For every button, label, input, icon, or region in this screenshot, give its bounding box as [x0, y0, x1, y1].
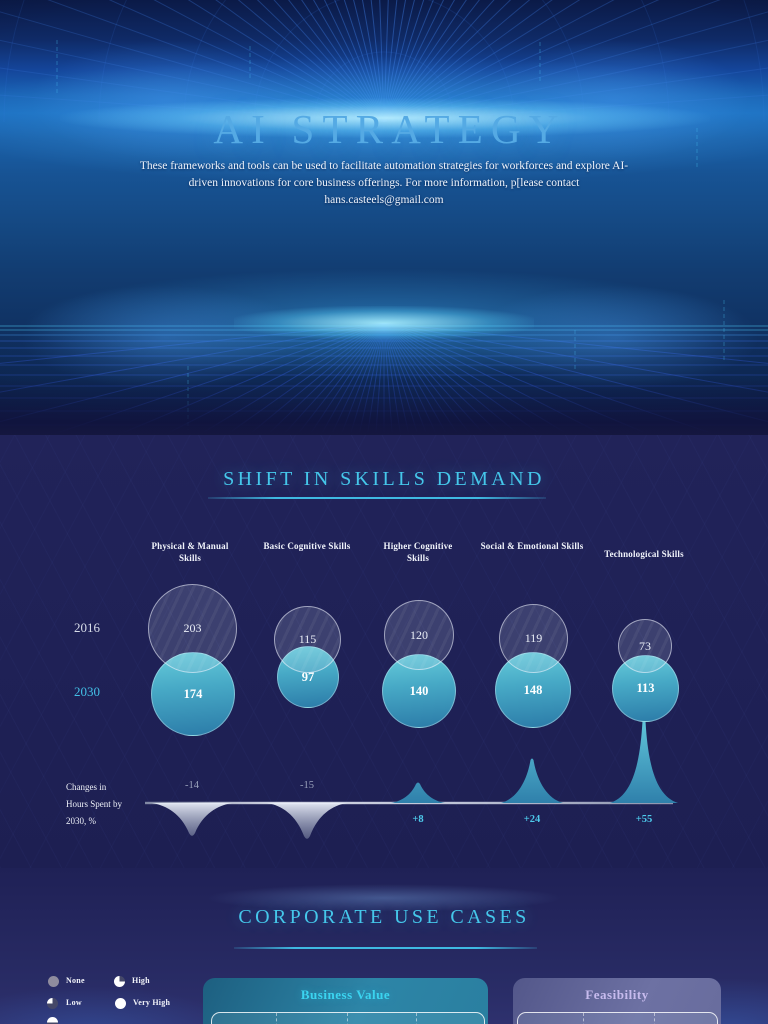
bubble-value-2030-basic-cognitive: 97: [301, 669, 315, 684]
category-header-higher-cognitive: Higher Cognitive Skills: [383, 541, 453, 563]
bubble-2016-physical-manual: 203: [148, 584, 237, 673]
feasibility-card: Feasibility: [513, 978, 721, 1024]
bubble-2016-technological: 73: [618, 619, 672, 673]
harvey-ball-partial-clipped-icon: [47, 1017, 58, 1024]
category-header-technological: Technological Skills: [604, 549, 684, 559]
hero-description-line-2: driven innovations for core business off…: [188, 177, 580, 189]
bubble-2016-social-emotional: 119: [499, 604, 568, 673]
change-value-higher-cognitive: +8: [412, 814, 424, 825]
legend-label-none: None: [66, 976, 85, 985]
contact-email: hans.casteels@gmail.com: [324, 194, 444, 206]
bubble-value-2030-higher-cognitive: 140: [409, 683, 429, 698]
bubble-value-2016-technological: 73: [639, 638, 651, 653]
category-header-physical-manual: Physical & Manual Skills: [151, 541, 229, 563]
harvey-ball-none-icon: [48, 976, 59, 987]
change-axis-caption: Changes in Hours Spent by 2030, %: [66, 779, 162, 830]
bubble-2016-higher-cognitive: 120: [384, 600, 454, 670]
table-column-divider: [654, 1013, 655, 1024]
skills-title-underline: [208, 497, 546, 499]
business-value-card: Business Value: [203, 978, 488, 1024]
skills-section-title: SHIFT IN SKILLS DEMAND: [223, 468, 545, 490]
bubble-value-2030-social-emotional: 148: [523, 682, 543, 697]
category-header-social-emotional: Social & Emotional Skills: [480, 541, 584, 551]
corporate-section-title: CORPORATE USE CASES: [238, 906, 530, 928]
change-value-basic-cognitive: -15: [300, 780, 314, 791]
bubble-value-2016-higher-cognitive: 120: [410, 627, 428, 642]
hero-description-line-1: These frameworks and tools can be used t…: [139, 160, 629, 172]
change-axis-caption-line-1: Changes in: [66, 782, 107, 792]
feasibility-card-title: Feasibility: [585, 987, 649, 1002]
harvey-ball-high-icon: [114, 976, 125, 987]
hero-description: These frameworks and tools can be used t…: [119, 158, 649, 209]
category-header-basic-cognitive: Basic Cognitive Skills: [263, 541, 351, 551]
skills-demand-section: SHIFT IN SKILLS DEMAND Physical & Manual…: [0, 435, 768, 868]
bubble-value-2016-social-emotional: 119: [524, 631, 543, 645]
bubble-value-2016-physical-manual: 203: [183, 621, 202, 635]
hero-grid-rays-backdrop: [0, 0, 768, 432]
corporate-use-cases-section: CORPORATE USE CASES None Low High Very H…: [0, 868, 768, 1024]
corporate-title-underline: [234, 947, 537, 949]
legend-label-high: High: [132, 976, 150, 985]
harvey-ball-low-icon: [47, 998, 58, 1009]
bubble-value-2016-basic-cognitive: 115: [298, 632, 317, 646]
change-value-physical-manual: -14: [185, 780, 199, 791]
legend-label-low: Low: [66, 998, 82, 1007]
series-label-2016: 2016: [74, 620, 100, 635]
feasibility-table: [517, 1012, 718, 1024]
harvey-ball-very-high-icon: [115, 998, 126, 1009]
bubble-2016-basic-cognitive: 115: [274, 606, 341, 673]
table-column-divider: [416, 1013, 417, 1024]
change-axis-caption-line-3: 2030, %: [66, 816, 96, 826]
hero-section: AI STRATEGY These frameworks and tools c…: [0, 0, 768, 435]
change-axis-chart: [145, 719, 678, 839]
legend-label-very-high: Very High: [133, 998, 171, 1007]
business-value-card-title: Business Value: [300, 987, 391, 1002]
table-column-divider: [583, 1013, 584, 1024]
table-column-divider: [276, 1013, 277, 1024]
page-title: AI STRATEGY: [213, 106, 567, 152]
bubble-value-2030-physical-manual: 174: [183, 686, 203, 701]
table-column-divider: [347, 1013, 348, 1024]
bubble-value-2030-technological: 113: [636, 681, 655, 695]
business-value-table: [211, 1012, 485, 1024]
series-label-2030: 2030: [74, 684, 100, 699]
change-axis-caption-line-2: Hours Spent by: [66, 799, 122, 809]
change-value-technological: +55: [635, 814, 653, 825]
change-value-social-emotional: +24: [523, 814, 541, 825]
